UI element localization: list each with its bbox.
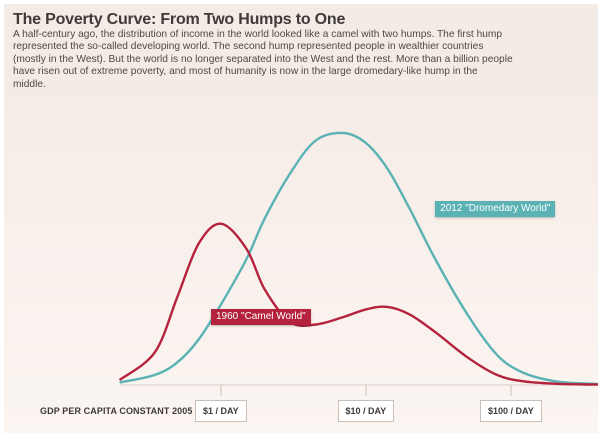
chart-title: The Poverty Curve: From Two Humps to One (13, 11, 346, 28)
series-line-2012 (119, 131, 598, 386)
chart-frame: The Poverty Curve: From Two Humps to One… (4, 4, 598, 433)
x-tick-label-1-day: $1 / DAY (195, 400, 247, 422)
header-band (4, 4, 598, 100)
series-label-2012: 2012 "Dromedary World" (435, 201, 556, 218)
series-label-1960: 1960 "Camel World" (211, 309, 311, 326)
plot-svg (118, 131, 598, 396)
x-tick-label-100-day: $100 / DAY (480, 400, 542, 422)
series-line-1960 (118, 222, 598, 386)
chart-description: A half-century ago, the distribution of … (13, 29, 513, 90)
x-tick-label-10-day: $10 / DAY (337, 400, 395, 422)
x-axis-title: GDP PER CAPITA CONSTANT 2005 PPP$ (40, 406, 219, 416)
